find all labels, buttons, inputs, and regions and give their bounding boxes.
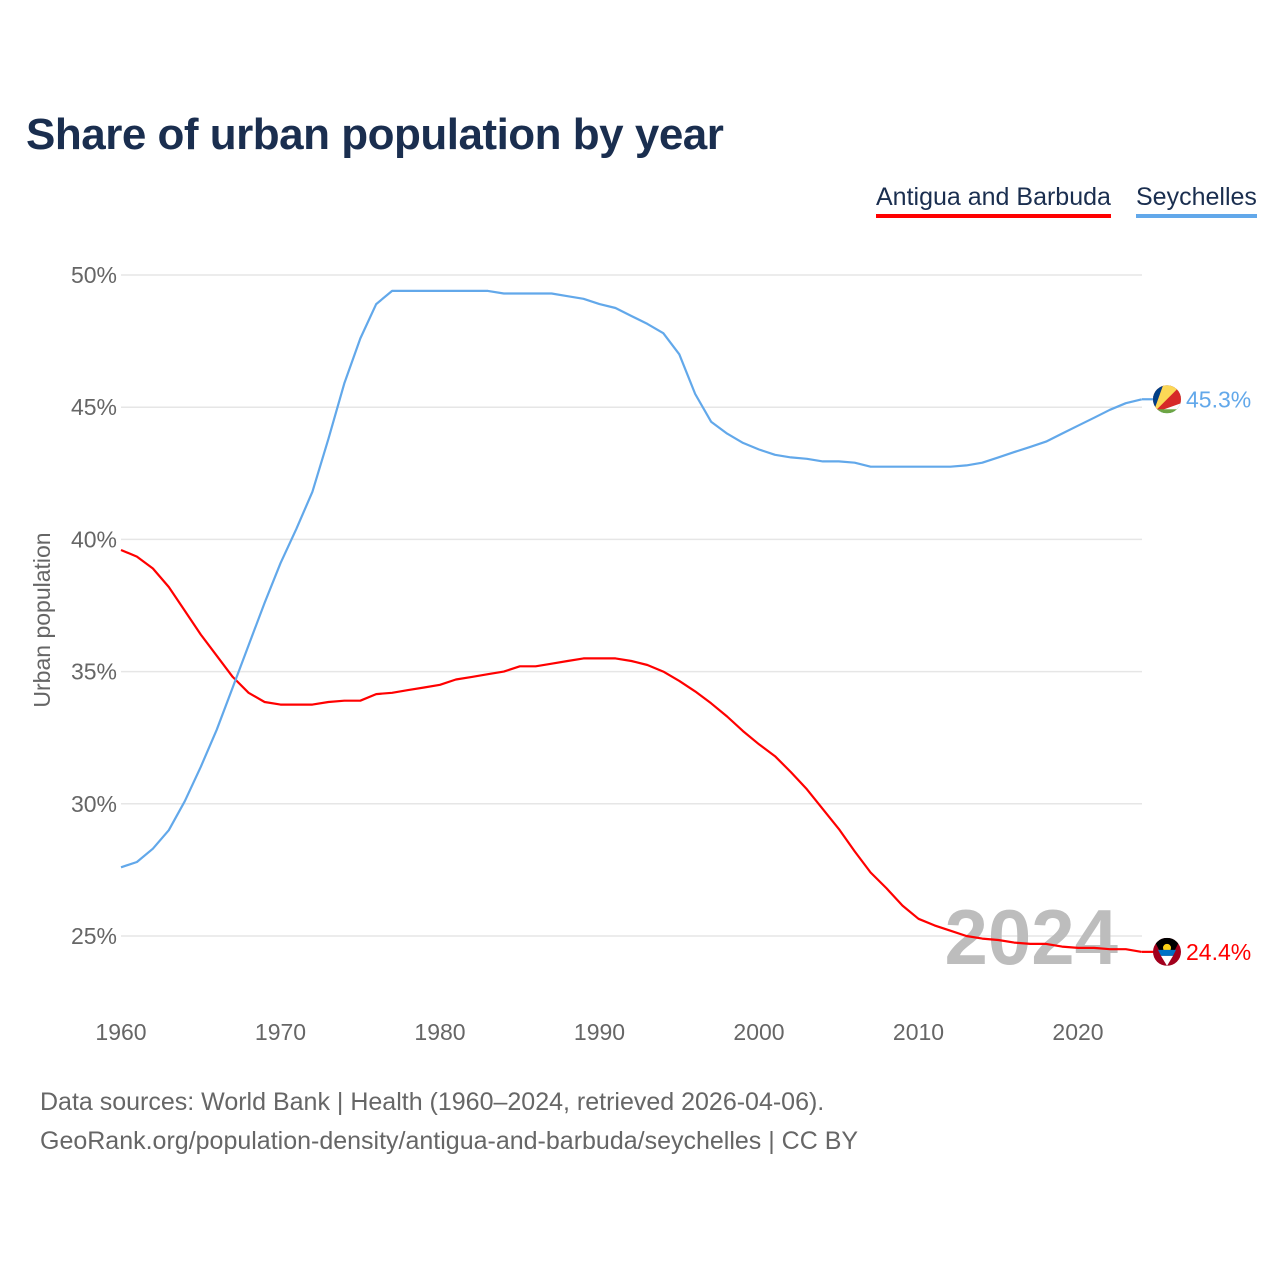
y-tick-label: 45% [71,394,117,420]
seychelles-flag-icon [1153,385,1181,414]
end-value-label-antigua-and-barbuda: 24.4% [1186,939,1251,965]
y-tick-label: 50% [71,262,117,288]
legend-antigua-and-barbuda[interactable]: Antigua and Barbuda [876,183,1111,218]
y-tick-label: 40% [71,526,117,552]
x-tick-label: 1970 [255,1019,306,1045]
x-tick-label: 2020 [1052,1019,1103,1045]
footer-url[interactable]: GeoRank.org/population-density/antigua-a… [40,1127,859,1155]
legend-seychelles[interactable]: Seychelles [1136,183,1257,218]
y-axis-label: Urban population [29,532,55,707]
flag-blue [1153,385,1163,414]
series-line-seychelles [120,289,1143,869]
chart-title: Share of urban population by year [26,110,724,159]
flag-yellow [1153,385,1181,414]
y-tick-label: 35% [71,659,117,685]
x-tick-label: 2010 [893,1019,944,1045]
flag-white [1161,955,1173,966]
flag-graphic [1153,385,1181,414]
x-tick-label: 2000 [733,1019,784,1045]
series-line-antigua-and-barbuda [120,548,1142,953]
y-tick-label: 30% [71,791,117,817]
y-tick-label: 25% [71,923,117,949]
flag-graphic [1153,937,1181,966]
footer-sources: Data sources: World Bank | Health (1960–… [40,1088,825,1116]
flag-green-band [1153,409,1181,414]
antigua-and-barbuda-flag-icon [1153,937,1181,966]
x-tick-label: 1990 [574,1019,625,1045]
end-value-label-seychelles: 45.3% [1186,386,1251,412]
flag-blue [1158,949,1176,956]
x-tick-label: 1980 [414,1019,465,1045]
x-tick-label: 1960 [95,1019,146,1045]
